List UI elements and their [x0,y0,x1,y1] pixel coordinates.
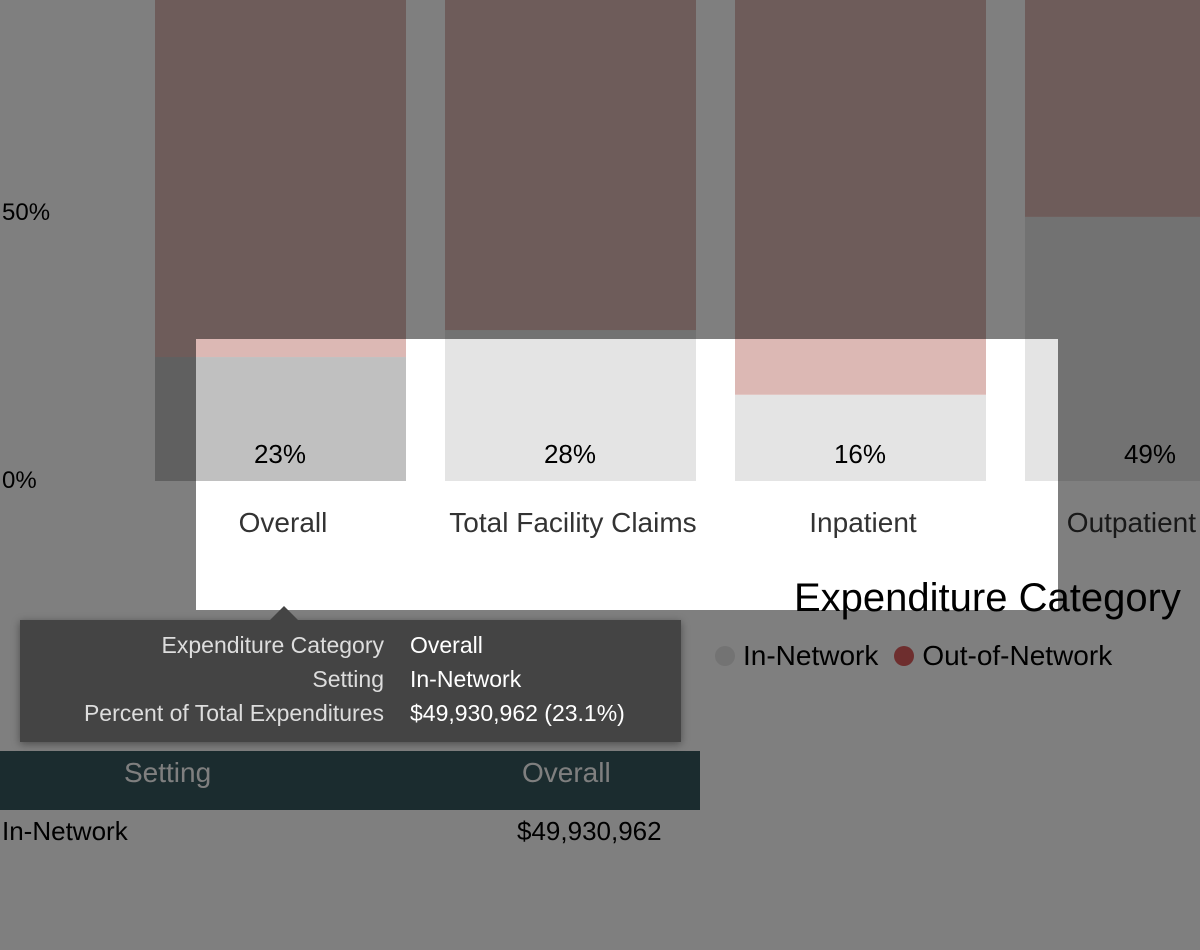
bar-in-network[interactable] [155,357,406,481]
tooltip: Expenditure Category Overall Setting In-Ne… [20,606,681,742]
overlay [1058,339,1200,610]
x-tick-label: Inpatient [809,507,917,538]
overlay [0,339,196,610]
tooltip-pointer [270,606,298,620]
bar-in-network[interactable] [445,330,696,481]
tooltip-value: Overall [410,632,483,658]
value-label: 23% [253,439,307,469]
tooltip-key: Setting [312,666,384,692]
tooltip-key: Percent of Total Expenditures [83,700,384,726]
value-label: 28% [543,439,597,469]
tooltip-key: Expenditure Category [161,632,384,658]
tooltip-value: $49,930,962 (23.1%) [410,700,625,726]
overlay [0,0,1200,339]
x-tick-label: Overall [238,507,328,538]
tooltip-value: In-Network [410,666,522,692]
x-tick-label: Total Facility Claims [449,507,697,538]
value-label: 16% [833,439,887,469]
bar-in-network[interactable] [735,394,986,481]
